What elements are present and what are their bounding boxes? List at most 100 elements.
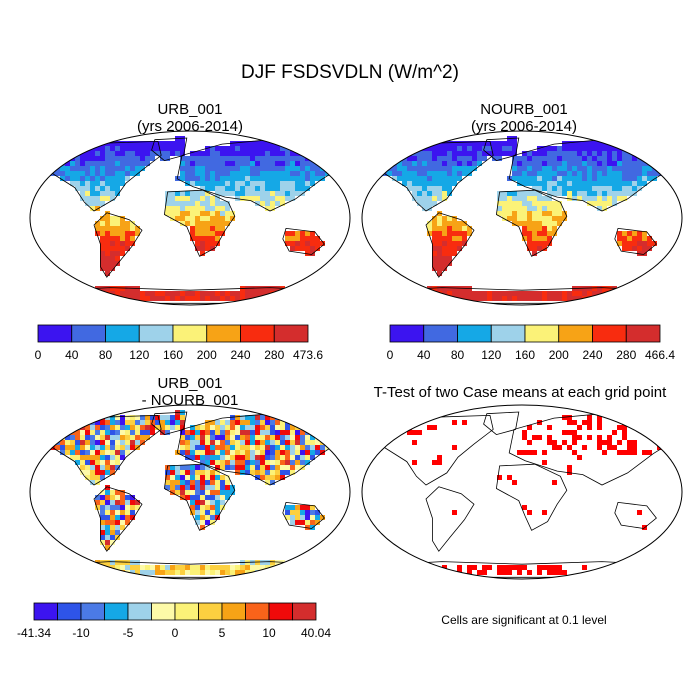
grid-cell (667, 565, 672, 570)
grid-cell (100, 420, 105, 425)
grid-cell (120, 236, 125, 241)
grid-cell (567, 156, 572, 161)
grid-cell (100, 191, 105, 196)
grid-cell (105, 430, 110, 435)
grid-cell (577, 151, 582, 156)
grid-cell (75, 450, 80, 455)
grid-cell (95, 455, 100, 460)
grid-cell (447, 181, 452, 186)
grid-cell (60, 176, 65, 181)
grid-cell (95, 176, 100, 181)
grid-cell (115, 166, 120, 171)
grid-cell (205, 216, 210, 221)
grid-cell (547, 211, 552, 216)
grid-cell (587, 156, 592, 161)
grid-cell (602, 296, 607, 301)
grid-cell (290, 435, 295, 440)
grid-cell (235, 146, 240, 151)
grid-cell (175, 191, 180, 196)
grid-cell (190, 216, 195, 221)
grid-cell (245, 191, 250, 196)
grid-cell (250, 161, 255, 166)
grid-cell (105, 231, 110, 236)
grid-cell (90, 196, 95, 201)
grid-cell (285, 236, 290, 241)
grid-cell (115, 425, 120, 430)
grid-cell (125, 151, 130, 156)
grid-cell (55, 156, 60, 161)
grid-cell (80, 191, 85, 196)
grid-cell (60, 420, 65, 425)
grid-cell (537, 221, 542, 226)
grid-cell (315, 151, 320, 156)
grid-cell (422, 171, 427, 176)
grid-cell (225, 176, 230, 181)
grid-cell (230, 445, 235, 450)
grid-cell (622, 141, 627, 146)
grid-cell (597, 291, 602, 296)
grid-cell (225, 460, 230, 465)
grid-cell (632, 445, 637, 450)
grid-cell (557, 211, 562, 216)
grid-cell (255, 286, 260, 291)
grid-cell (45, 291, 50, 296)
grid-cell (175, 565, 180, 570)
grid-cell (80, 146, 85, 151)
grid-cell (290, 141, 295, 146)
grid-cell (130, 221, 135, 226)
grid-cell (205, 430, 210, 435)
grid-cell (155, 565, 160, 570)
grid-cell (467, 151, 472, 156)
colorbar-nourb-tick-label: 466.4 (645, 348, 675, 362)
grid-cell (185, 570, 190, 575)
grid-cell (85, 465, 90, 470)
grid-cell (195, 515, 200, 520)
grid-cell (607, 166, 612, 171)
grid-cell (562, 171, 567, 176)
grid-cell (557, 176, 562, 181)
grid-cell (275, 186, 280, 191)
grid-cell (210, 460, 215, 465)
grid-cell (402, 171, 407, 176)
grid-cell (225, 445, 230, 450)
grid-cell (190, 211, 195, 216)
grid-cell (607, 191, 612, 196)
grid-cell (110, 236, 115, 241)
grid-cell (295, 291, 300, 296)
grid-cell (547, 201, 552, 206)
grid-cell (432, 146, 437, 151)
grid-cell (210, 430, 215, 435)
grid-cell (170, 565, 175, 570)
grid-cell (105, 266, 110, 271)
grid-cell (115, 286, 120, 291)
grid-cell (472, 141, 477, 146)
grid-cell (582, 166, 587, 171)
grid-cell (522, 206, 527, 211)
grid-cell (65, 570, 70, 575)
grid-cell (412, 146, 417, 151)
grid-cell (75, 161, 80, 166)
grid-cell (105, 515, 110, 520)
grid-cell (125, 565, 130, 570)
grid-cell (235, 445, 240, 450)
grid-cell (437, 221, 442, 226)
grid-cell (205, 475, 210, 480)
grid-cell (502, 141, 507, 146)
grid-cell (260, 176, 265, 181)
grid-cell (105, 465, 110, 470)
grid-cell (270, 181, 275, 186)
grid-cell (220, 450, 225, 455)
grid-cell (165, 151, 170, 156)
grid-cell (195, 450, 200, 455)
grid-cell (617, 161, 622, 166)
grid-cell (185, 480, 190, 485)
grid-cell (642, 156, 647, 161)
grid-cell (255, 430, 260, 435)
grid-cell (260, 465, 265, 470)
grid-cell (205, 156, 210, 161)
grid-cell (417, 186, 422, 191)
grid-cell (517, 161, 522, 166)
grid-cell (325, 565, 330, 570)
grid-cell (442, 141, 447, 146)
grid-cell (185, 291, 190, 296)
